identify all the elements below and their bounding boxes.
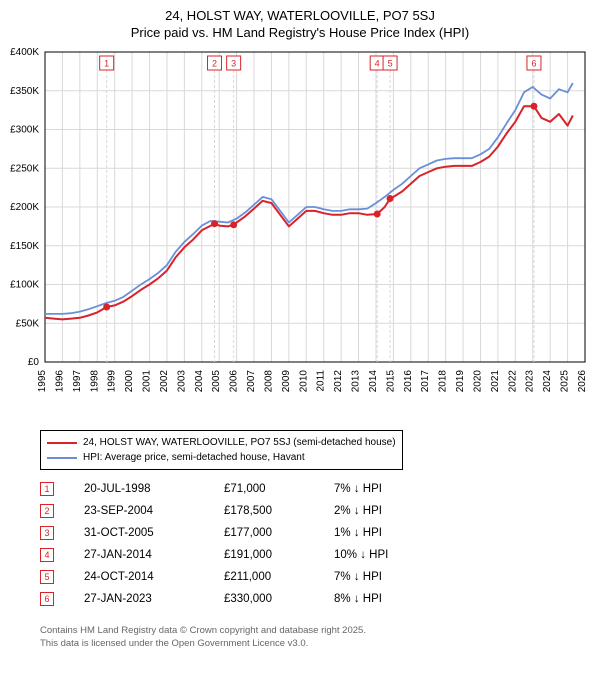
footnote: Contains HM Land Registry data © Crown c…	[40, 625, 366, 650]
legend-swatch	[47, 442, 77, 444]
title-line-2: Price paid vs. HM Land Registry's House …	[131, 25, 469, 40]
title-line-1: 24, HOLST WAY, WATERLOOVILLE, PO7 5SJ	[165, 8, 435, 23]
sale-date: 20-JUL-1998	[84, 483, 224, 495]
svg-text:£100K: £100K	[10, 280, 39, 291]
svg-text:2003: 2003	[176, 370, 187, 393]
svg-text:2021: 2021	[490, 370, 501, 393]
svg-text:2011: 2011	[316, 370, 327, 392]
svg-text:2018: 2018	[438, 370, 449, 393]
sale-price: £211,000	[224, 571, 334, 583]
svg-text:1998: 1998	[89, 370, 100, 393]
footnote-line-1: Contains HM Land Registry data © Crown c…	[40, 625, 366, 636]
sale-price: £177,000	[224, 527, 334, 539]
svg-text:2025: 2025	[560, 370, 571, 393]
sale-diff: 1% ↓ HPI	[334, 527, 444, 539]
sale-row: 6 27-JAN-2023£330,0008% ↓ HPI	[40, 588, 444, 610]
chart-svg: £0 £50K £100K £150K £200K £250K £300K £350K £400…	[0, 42, 600, 422]
legend-swatch	[47, 457, 77, 459]
sale-row: 5 24-OCT-2014£211,0007% ↓ HPI	[40, 566, 444, 588]
svg-text:2012: 2012	[333, 370, 344, 393]
svg-text:£0: £0	[28, 357, 40, 368]
svg-text:2020: 2020	[472, 370, 483, 393]
svg-text:2007: 2007	[246, 370, 257, 393]
sale-marker: 1	[40, 482, 54, 496]
sale-row: 2 23-SEP-2004£178,5002% ↓ HPI	[40, 500, 444, 522]
sale-marker: 5	[40, 570, 54, 584]
svg-text:6: 6	[531, 59, 536, 69]
sale-price: £71,000	[224, 483, 334, 495]
svg-text:1996: 1996	[54, 370, 65, 393]
chart-container: 24, HOLST WAY, WATERLOOVILLE, PO7 5SJ Pr…	[0, 0, 600, 680]
sale-diff: 7% ↓ HPI	[334, 571, 444, 583]
chart-area: £0 £50K £100K £150K £200K £250K £300K £350K £400…	[0, 42, 600, 422]
sale-diff: 7% ↓ HPI	[334, 483, 444, 495]
svg-text:2022: 2022	[507, 370, 518, 393]
sale-price: £178,500	[224, 505, 334, 517]
sales-table: 120-JUL-1998£71,0007% ↓ HPI223-SEP-2004£…	[40, 478, 444, 610]
svg-text:1999: 1999	[107, 370, 118, 393]
sale-marker: 3	[40, 526, 54, 540]
svg-text:2023: 2023	[525, 370, 536, 393]
svg-text:£50K: £50K	[16, 318, 40, 329]
svg-text:2024: 2024	[542, 370, 553, 393]
svg-text:£250K: £250K	[10, 163, 39, 174]
svg-text:2008: 2008	[263, 370, 274, 393]
sale-diff: 2% ↓ HPI	[334, 505, 444, 517]
svg-text:2019: 2019	[455, 370, 466, 393]
svg-text:2002: 2002	[159, 370, 170, 393]
sale-date: 24-OCT-2014	[84, 571, 224, 583]
sale-row: 1 20-JUL-1998£71,0007% ↓ HPI	[40, 478, 444, 500]
svg-text:£200K: £200K	[10, 202, 39, 213]
legend-label: 24, HOLST WAY, WATERLOOVILLE, PO7 5SJ (s…	[83, 435, 396, 450]
svg-text:£350K: £350K	[10, 86, 39, 97]
svg-text:2010: 2010	[298, 370, 309, 393]
svg-text:2026: 2026	[577, 370, 588, 393]
sale-price: £191,000	[224, 549, 334, 561]
svg-text:£400K: £400K	[10, 47, 39, 58]
legend-label: HPI: Average price, semi-detached house,…	[83, 450, 305, 465]
sale-date: 27-JAN-2023	[84, 593, 224, 605]
svg-text:2004: 2004	[194, 370, 205, 393]
svg-text:3: 3	[231, 59, 236, 69]
svg-text:2014: 2014	[368, 370, 379, 393]
legend: 24, HOLST WAY, WATERLOOVILLE, PO7 5SJ (s…	[40, 430, 403, 470]
svg-text:2017: 2017	[420, 370, 431, 393]
svg-text:1997: 1997	[72, 370, 83, 393]
sale-date: 27-JAN-2014	[84, 549, 224, 561]
svg-text:1: 1	[104, 59, 109, 69]
svg-text:2006: 2006	[229, 370, 240, 393]
svg-text:2013: 2013	[351, 370, 362, 393]
svg-text:2016: 2016	[403, 370, 414, 393]
svg-text:2001: 2001	[142, 370, 153, 393]
legend-item: HPI: Average price, semi-detached house,…	[47, 450, 396, 465]
svg-text:£300K: £300K	[10, 125, 39, 136]
svg-text:2009: 2009	[281, 370, 292, 393]
svg-text:4: 4	[375, 59, 380, 69]
svg-text:2000: 2000	[124, 370, 135, 393]
sale-diff: 8% ↓ HPI	[334, 593, 444, 605]
svg-text:2015: 2015	[385, 370, 396, 393]
sale-marker: 2	[40, 504, 54, 518]
sale-date: 23-SEP-2004	[84, 505, 224, 517]
svg-text:2: 2	[212, 59, 217, 69]
legend-item: 24, HOLST WAY, WATERLOOVILLE, PO7 5SJ (s…	[47, 435, 396, 450]
chart-title: 24, HOLST WAY, WATERLOOVILLE, PO7 5SJ Pr…	[0, 0, 600, 42]
sale-marker: 4	[40, 548, 54, 562]
sale-row: 3 31-OCT-2005£177,0001% ↓ HPI	[40, 522, 444, 544]
sale-date: 31-OCT-2005	[84, 527, 224, 539]
sale-marker: 6	[40, 592, 54, 606]
footnote-line-2: This data is licensed under the Open Gov…	[40, 638, 308, 649]
svg-text:2005: 2005	[211, 370, 222, 393]
svg-text:1995: 1995	[37, 370, 48, 393]
sale-diff: 10% ↓ HPI	[334, 549, 444, 561]
svg-text:£150K: £150K	[10, 241, 39, 252]
sale-row: 4 27-JAN-2014£191,00010% ↓ HPI	[40, 544, 444, 566]
svg-text:5: 5	[388, 59, 393, 69]
sale-price: £330,000	[224, 593, 334, 605]
